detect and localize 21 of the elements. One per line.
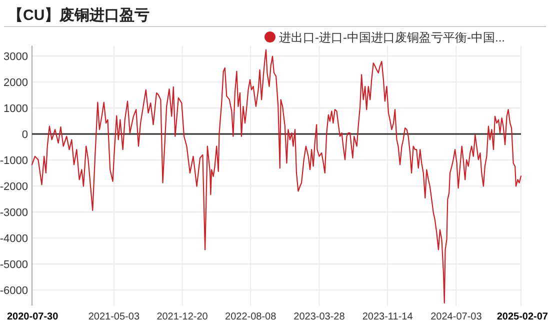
y-tick-label: 0	[22, 129, 28, 141]
y-tick-label: 2000	[4, 77, 28, 89]
x-tick-label: 2025-02-07	[496, 312, 548, 323]
chart-title: 【CU】废铜进口盈亏	[8, 6, 150, 24]
line-series	[31, 49, 522, 304]
x-tick-label: 2023-11-14	[362, 312, 414, 323]
y-tick-label: -2000	[0, 181, 28, 193]
y-tick-label: 3000	[4, 51, 28, 63]
y-tick-label: -4000	[0, 233, 28, 245]
x-tick-label: 2023-03-28	[294, 312, 346, 323]
legend-label: 进出口-进口-中国进口废铜盈亏平衡-中国...	[279, 30, 505, 44]
y-tick-label: -5000	[0, 259, 28, 271]
x-tick-label: 2024-07-03	[430, 312, 482, 323]
x-tick-label: 2021-12-20	[156, 312, 208, 323]
x-tick-label: 2020-07-30	[7, 312, 59, 323]
y-tick-label: 1000	[4, 103, 28, 115]
y-tick-label: -3000	[0, 207, 28, 219]
y-tick-label: -1000	[0, 155, 28, 167]
x-tick-label: 2022-08-08	[225, 312, 277, 323]
y-tick-label: -6000	[0, 285, 28, 297]
x-tick-label: 2021-05-03	[88, 312, 140, 323]
